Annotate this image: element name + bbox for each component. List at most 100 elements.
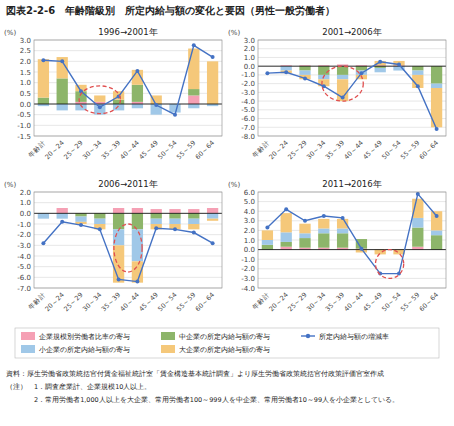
bar — [299, 224, 310, 234]
y-tick-label: 3.0 — [244, 37, 255, 45]
y-tick-label: -4.0 — [241, 98, 255, 106]
line-marker — [284, 70, 288, 74]
bar — [94, 219, 105, 224]
bar — [188, 49, 199, 90]
bar — [262, 230, 273, 240]
background — [0, 0, 454, 426]
bar — [113, 104, 124, 110]
bar — [57, 208, 68, 209]
x-tick-label: 30～34 — [81, 139, 103, 161]
bar — [38, 98, 49, 104]
grid-line — [258, 92, 446, 93]
bar — [431, 66, 442, 83]
legend-label: 大企業の所定内給与額の寄与 — [179, 346, 270, 354]
y-tick-label: -3.0 — [241, 275, 255, 283]
line-marker — [378, 60, 382, 64]
bar — [337, 66, 348, 75]
bar — [132, 208, 143, 213]
grid-line — [34, 202, 222, 203]
zero-line — [34, 104, 222, 105]
x-tick-label: 35～39 — [324, 139, 346, 161]
bar — [375, 68, 386, 72]
y-tick-label: -1.5 — [17, 133, 31, 141]
grid-line — [258, 48, 446, 49]
panel-title: 2001→2006年 — [322, 27, 381, 37]
legend-marker — [306, 334, 310, 338]
y-tick-label: -4.0 — [17, 253, 31, 261]
bar — [188, 95, 199, 104]
line-marker — [41, 241, 45, 245]
line-marker — [154, 103, 158, 107]
grid-line — [258, 57, 446, 58]
x-tick-label: 45～49 — [137, 139, 159, 161]
bar — [188, 89, 199, 95]
y-tick-label: -5.0 — [17, 263, 31, 271]
footnote: （注） 1．調査産業計、企業規模10人以上。 — [6, 383, 151, 391]
bar — [431, 230, 442, 235]
panel: -4.0-3.0-2.0-1.00.01.02.03.04.05.06.0年齢計… — [228, 179, 446, 313]
bar — [281, 65, 292, 66]
legend-swatch — [21, 345, 35, 353]
x-tick-label: 60～64 — [194, 291, 216, 313]
bar — [412, 228, 423, 247]
x-tick-label: 20～24 — [43, 139, 65, 161]
line-marker — [303, 76, 307, 80]
x-tick-label: 40～44 — [119, 291, 141, 313]
bar — [169, 219, 180, 224]
x-tick-label: 50～54 — [380, 139, 402, 161]
grid-line — [34, 277, 222, 278]
y-tick-label: -2.0 — [241, 80, 255, 88]
figure-title: 図表2-2-6 年齢階級別 所定内給与額の変化と要因（男性一般労働者） — [6, 5, 335, 16]
bar — [38, 59, 49, 97]
y-tick-label: -3.0 — [241, 89, 255, 97]
bar — [299, 71, 310, 75]
y-tick-label: 2.0 — [20, 189, 31, 197]
bar — [412, 218, 423, 228]
y-tick-label: 0.0 — [244, 246, 255, 254]
y-tick-label: 4.0 — [244, 208, 255, 216]
zero-line — [258, 66, 446, 67]
x-tick-label: 50～54 — [156, 291, 178, 313]
y-tick-label: -6.0 — [241, 115, 255, 123]
bar — [337, 233, 348, 247]
line-marker — [359, 71, 363, 75]
x-tick-label: 55～59 — [175, 291, 197, 313]
line — [43, 222, 212, 282]
bar — [75, 217, 86, 222]
x-tick-label: 20～24 — [267, 139, 289, 161]
line-marker — [211, 241, 215, 245]
y-tick-label: -2.0 — [241, 265, 255, 273]
legend-frame — [15, 328, 439, 358]
chart: 図表2-2-6 年齢階級別 所定内給与額の変化と要因（男性一般労働者） -1.5 -… — [0, 0, 454, 426]
plot-frame — [34, 40, 222, 136]
highlight-ellipse — [376, 250, 404, 279]
y-tick-label: 2.0 — [244, 227, 255, 235]
footnote: 2．常用労働者1,000人以上を大企業、常用労働者100～999人を中企業、常用… — [6, 396, 399, 404]
bar — [188, 213, 199, 218]
y-tick-label: 1.0 — [20, 199, 31, 207]
x-tick-label: 50～54 — [380, 291, 402, 313]
line-marker — [192, 231, 196, 235]
y-tick-label: 2.0 — [244, 45, 255, 53]
bar — [132, 104, 143, 108]
bar — [207, 208, 218, 213]
line-marker — [359, 247, 363, 251]
y-tick-label: -2.0 — [17, 231, 31, 239]
bar — [113, 213, 124, 229]
y-axis-label: (%) — [228, 29, 240, 37]
x-tick-label: 20～24 — [267, 291, 289, 313]
bar — [94, 213, 105, 218]
zero-line — [258, 249, 446, 250]
line-marker — [211, 55, 215, 59]
x-tick-label: 20～24 — [43, 291, 65, 313]
x-tick-label: 40～44 — [119, 139, 141, 161]
bar — [281, 247, 292, 250]
x-tick-label: 25～29 — [286, 139, 308, 161]
panel-title: 2006→2011年 — [98, 179, 157, 189]
bar — [151, 213, 162, 218]
panel-title: 1996→2001年 — [98, 27, 157, 37]
x-tick-label: 40～44 — [343, 139, 365, 161]
y-tick-label: -3.0 — [17, 242, 31, 250]
bar — [57, 78, 68, 104]
bar — [431, 235, 442, 249]
